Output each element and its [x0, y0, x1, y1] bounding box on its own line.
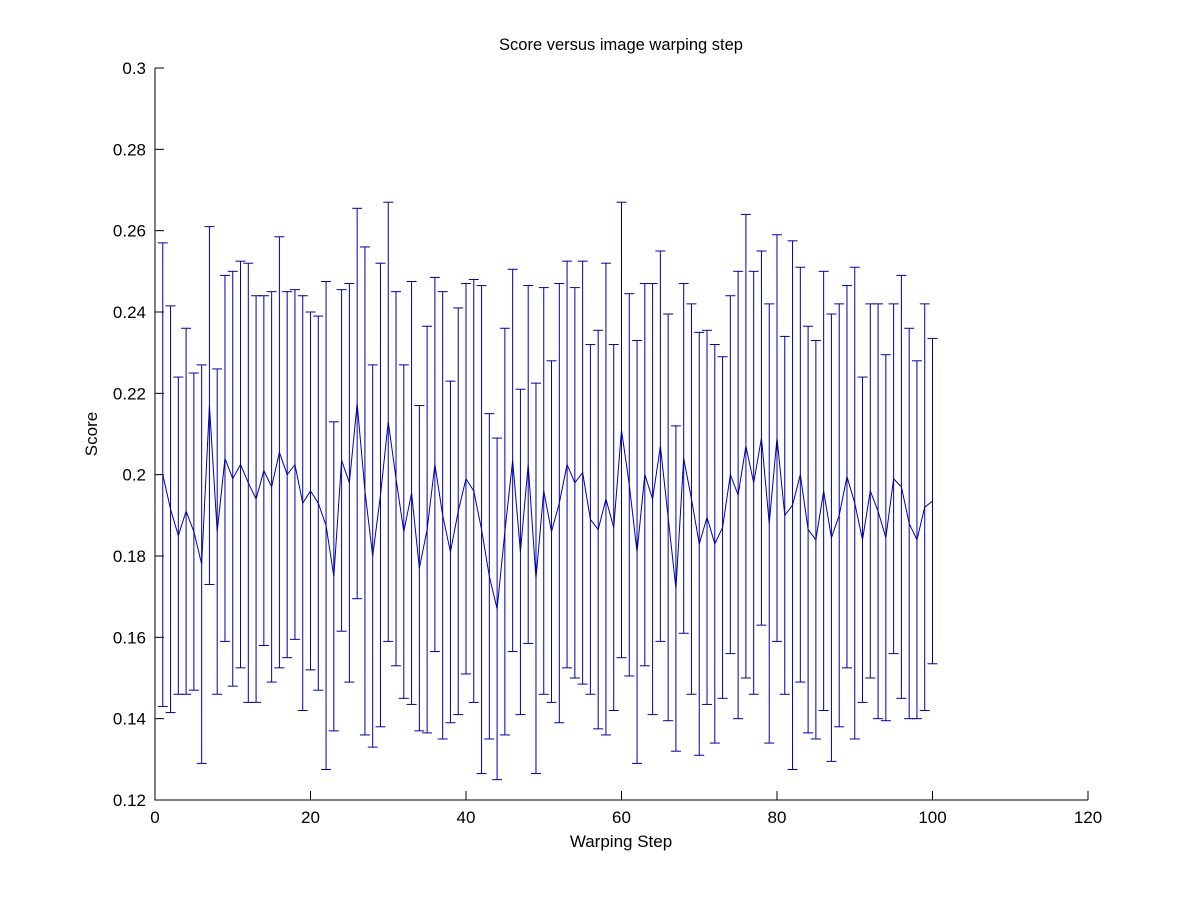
y-tick-label: 0.14 [113, 710, 146, 729]
y-tick-label: 0.12 [113, 791, 146, 810]
y-tick-label: 0.22 [113, 384, 146, 403]
x-tick-label: 0 [150, 808, 159, 827]
mean-line [162, 403, 933, 609]
y-tick-label: 0.28 [113, 140, 146, 159]
y-tick-label: 0.18 [113, 547, 146, 566]
y-axis-label: Score [82, 412, 101, 456]
y-tick-label: 0.24 [113, 303, 146, 322]
x-tick-label: 80 [768, 808, 787, 827]
y-tick-label: 0.26 [113, 222, 146, 241]
tick-labels: 0 20 40 60 80 100 120 0.12 0.14 0.16 0.18 0.2 0.22 0.… [113, 59, 1102, 827]
errorbar-series [157, 201, 938, 781]
x-tick-label: 120 [1074, 808, 1102, 827]
x-axis-label: Warping Step [570, 832, 672, 851]
x-tick-label: 20 [301, 808, 320, 827]
y-tick-label: 0.2 [122, 466, 146, 485]
y-tick-label: 0.16 [113, 628, 146, 647]
chart-title: Score versus image warping step [499, 36, 743, 54]
x-tick-label: 100 [918, 808, 946, 827]
x-tick-label: 60 [612, 808, 631, 827]
errorbar [157, 242, 168, 707]
errorbar [927, 337, 938, 665]
y-tick-label: 0.3 [122, 59, 146, 78]
x-tick-label: 40 [457, 808, 476, 827]
